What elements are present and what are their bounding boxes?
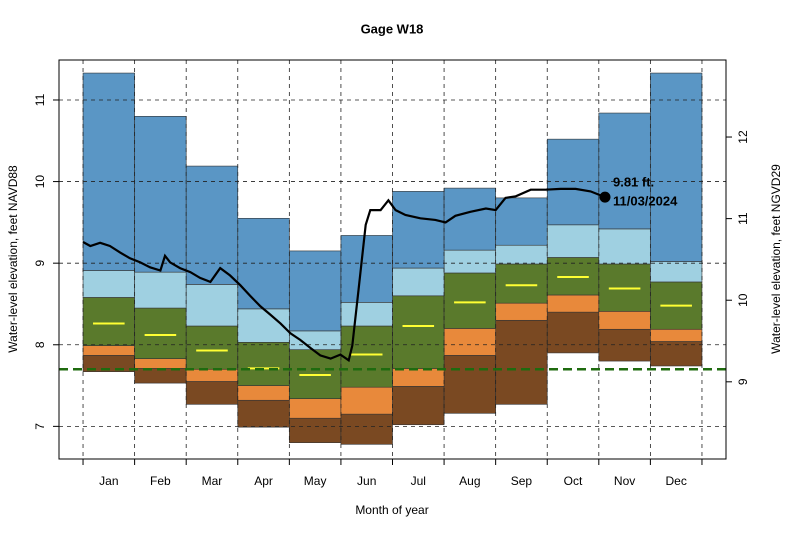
percentile-band [82, 345, 135, 356]
percentile-band [443, 249, 496, 274]
percentile-band [495, 319, 548, 405]
percentile-band [392, 191, 445, 269]
percentile-band [134, 271, 187, 309]
percentile-band [134, 368, 187, 384]
percentile-band [546, 294, 600, 313]
x-tick-label: Nov [614, 474, 635, 488]
y-tick-label: 9 [33, 260, 47, 267]
water-level-line [82, 187, 606, 363]
percentile-band [134, 307, 187, 359]
current-value-label: 9.81 ft. [613, 175, 654, 190]
y2-tick-label: 9 [736, 378, 750, 385]
percentile-band [237, 308, 290, 343]
percentile-band [598, 328, 651, 362]
y-tick-label: 7 [33, 423, 47, 430]
percentile-band [495, 263, 548, 304]
y2-tick-label: 10 [736, 293, 750, 307]
percentile-band [340, 302, 393, 327]
percentile-band [443, 328, 496, 356]
percentile-band [495, 244, 548, 265]
percentile-band [82, 297, 135, 346]
percentile-band [134, 116, 187, 273]
x-tick-label: Oct [564, 474, 583, 488]
y-tick-label: 8 [33, 341, 47, 348]
percentile-band [134, 358, 187, 369]
percentile-band [289, 330, 342, 350]
x-tick-label: Dec [666, 474, 687, 488]
percentile-band [82, 72, 135, 271]
x-axis-label: Month of year [355, 503, 428, 517]
percentile-band [185, 368, 239, 382]
percentile-band [598, 112, 651, 230]
x-tick-label: Feb [150, 474, 171, 488]
percentile-band [340, 235, 393, 303]
percentile-band [598, 311, 651, 330]
percentile-band [237, 217, 290, 310]
percentile-band [495, 302, 548, 321]
current-date-label: 11/03/2024 [613, 194, 678, 209]
x-tick-label: Sep [511, 474, 533, 488]
percentile-band [185, 284, 239, 327]
percentile-band [340, 413, 393, 445]
percentile-band [340, 386, 393, 415]
percentile-band [289, 250, 342, 332]
percentile-band [598, 228, 651, 265]
percentile-band [237, 385, 290, 401]
x-tick-label: Jul [411, 474, 426, 488]
percentile-band [546, 138, 600, 226]
percentile-band [392, 267, 445, 297]
x-tick-label: Jun [357, 474, 376, 488]
percentile-band [392, 386, 445, 426]
percentile-band [392, 295, 445, 369]
y-axis-label: Water-level elevation, feet NAVD88 [6, 165, 20, 353]
percentile-band [443, 272, 496, 329]
percentile-band [185, 165, 239, 285]
percentile-band [546, 224, 600, 258]
percentile-band [443, 355, 496, 414]
percentile-band [237, 342, 290, 386]
percentile-band [650, 261, 703, 283]
percentile-band [289, 417, 342, 443]
current-point [599, 191, 611, 203]
percentile-band [185, 381, 239, 405]
percentile-band [650, 341, 703, 367]
x-tick-label: Apr [254, 474, 273, 488]
percentile-band [650, 328, 703, 342]
y2-tick-label: 12 [736, 130, 750, 144]
x-tick-label: Jan [99, 474, 118, 488]
percentile-band [392, 368, 445, 387]
x-tick-label: Mar [202, 474, 223, 488]
percentile-band [289, 398, 342, 419]
y-tick-label: 10 [33, 175, 47, 189]
x-tick-label: Aug [459, 474, 480, 488]
percentile-band [443, 187, 496, 251]
percentile-band [237, 399, 290, 428]
y2-tick-label: 11 [736, 212, 750, 225]
y-tick-label: 11 [33, 93, 47, 106]
chart-title: Gage W18 [361, 21, 424, 36]
percentile-band [185, 325, 239, 370]
percentile-band [546, 311, 600, 354]
y2-axis-label: Water-level elevation, feet NGVD29 [769, 164, 783, 354]
percentile-band [495, 197, 548, 246]
percentile-band [82, 270, 135, 298]
x-tick-label: May [304, 474, 327, 488]
percentile-band [650, 72, 703, 262]
